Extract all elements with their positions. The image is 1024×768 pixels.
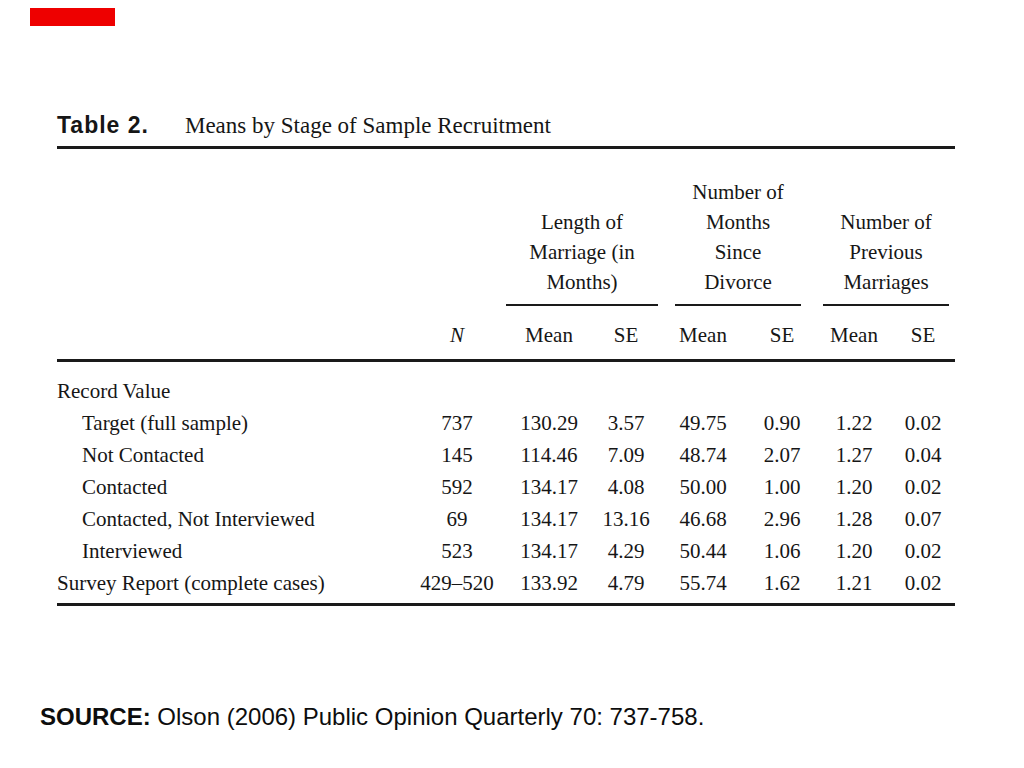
table-row-record-value: Record Value	[57, 361, 955, 408]
column-header-mean-1: Mean	[505, 307, 593, 361]
cell-n: 429–520	[409, 567, 505, 605]
row-label: Not Contacted	[57, 439, 409, 471]
cell-mean-2: 48.74	[659, 439, 747, 471]
group-header-row: Length of Marriage (in Months) Number of…	[57, 149, 955, 307]
column-header-se-1: SE	[593, 307, 659, 361]
column-header-n: N	[409, 307, 505, 361]
cell-mean-1: 134.17	[505, 535, 593, 567]
table-row-contacted: Contacted 592 134.17 4.08 50.00 1.00 1.2…	[57, 471, 955, 503]
group-header-months-since-divorce-label: Number of Months Since Divorce	[675, 177, 801, 306]
table-row-target-full-sample: Target (full sample) 737 130.29 3.57 49.…	[57, 407, 955, 439]
cell-mean-3: 1.28	[817, 503, 891, 535]
group-header-previous-marriages: Number of Previous Marriages	[817, 149, 955, 307]
cell-se-1: 7.09	[593, 439, 659, 471]
cell-se-3: 0.02	[891, 407, 955, 439]
cell-se-2: 1.62	[747, 567, 817, 605]
source-citation: SOURCE: Olson (2006) Public Opinion Quar…	[40, 703, 704, 731]
cell-mean-2: 50.00	[659, 471, 747, 503]
cell-se-1: 4.08	[593, 471, 659, 503]
cell-se-3: 0.02	[891, 535, 955, 567]
cell-se-1: 13.16	[593, 503, 659, 535]
cell-mean-2: 49.75	[659, 407, 747, 439]
group-header-length-of-marriage: Length of Marriage (in Months)	[505, 149, 659, 307]
row-label: Survey Report (complete cases)	[57, 567, 409, 605]
cell-se-2: 1.06	[747, 535, 817, 567]
column-header-spacer	[57, 307, 409, 361]
group-header-months-since-divorce: Number of Months Since Divorce	[659, 149, 817, 307]
group-header-length-of-marriage-label: Length of Marriage (in Months)	[506, 207, 658, 306]
slide: Table 2. Means by Stage of Sample Recrui…	[0, 0, 1024, 768]
cell-se-2: 0.90	[747, 407, 817, 439]
source-label: SOURCE:	[40, 703, 151, 730]
column-header-se-2: SE	[747, 307, 817, 361]
cell-mean-3: 1.20	[817, 471, 891, 503]
accent-bar	[30, 8, 115, 26]
cell-mean-3: 1.21	[817, 567, 891, 605]
column-header-row: N Mean SE Mean SE Mean SE	[57, 307, 955, 361]
row-label: Interviewed	[57, 535, 409, 567]
cell-mean-2: 50.44	[659, 535, 747, 567]
cell-se-1: 4.29	[593, 535, 659, 567]
cell-mean-1: 133.92	[505, 567, 593, 605]
stats-table: Length of Marriage (in Months) Number of…	[57, 149, 955, 606]
column-header-mean-2: Mean	[659, 307, 747, 361]
cell-n: 523	[409, 535, 505, 567]
cell-mean-1: 114.46	[505, 439, 593, 471]
cell-n: 69	[409, 503, 505, 535]
row-label: Contacted, Not Interviewed	[57, 503, 409, 535]
group-header-previous-marriages-label: Number of Previous Marriages	[823, 207, 949, 306]
row-label: Contacted	[57, 471, 409, 503]
row-label: Record Value	[57, 361, 955, 408]
cell-mean-1: 134.17	[505, 471, 593, 503]
table-row-not-contacted: Not Contacted 145 114.46 7.09 48.74 2.07…	[57, 439, 955, 471]
cell-se-1: 3.57	[593, 407, 659, 439]
cell-n: 145	[409, 439, 505, 471]
cell-se-3: 0.02	[891, 567, 955, 605]
row-label: Target (full sample)	[57, 407, 409, 439]
table-caption: Table 2. Means by Stage of Sample Recrui…	[57, 112, 955, 149]
cell-mean-3: 1.27	[817, 439, 891, 471]
cell-se-3: 0.02	[891, 471, 955, 503]
column-header-mean-3: Mean	[817, 307, 891, 361]
cell-n: 737	[409, 407, 505, 439]
cell-se-1: 4.79	[593, 567, 659, 605]
cell-mean-1: 134.17	[505, 503, 593, 535]
table-row-interviewed: Interviewed 523 134.17 4.29 50.44 1.06 1…	[57, 535, 955, 567]
table-caption-number: Table 2.	[57, 112, 149, 139]
cell-se-3: 0.04	[891, 439, 955, 471]
cell-mean-2: 55.74	[659, 567, 747, 605]
cell-se-2: 2.96	[747, 503, 817, 535]
cell-mean-3: 1.22	[817, 407, 891, 439]
table-row-contacted-not-interviewed: Contacted, Not Interviewed 69 134.17 13.…	[57, 503, 955, 535]
source-text: Olson (2006) Public Opinion Quarterly 70…	[151, 703, 705, 730]
group-header-spacer	[57, 149, 505, 307]
cell-mean-2: 46.68	[659, 503, 747, 535]
cell-mean-1: 130.29	[505, 407, 593, 439]
table-row-survey-report: Survey Report (complete cases) 429–520 1…	[57, 567, 955, 605]
column-header-se-3: SE	[891, 307, 955, 361]
cell-n: 592	[409, 471, 505, 503]
cell-se-2: 1.00	[747, 471, 817, 503]
table-figure: Table 2. Means by Stage of Sample Recrui…	[57, 112, 955, 606]
cell-se-3: 0.07	[891, 503, 955, 535]
table-caption-title: Means by Stage of Sample Recruitment	[185, 113, 551, 139]
cell-mean-3: 1.20	[817, 535, 891, 567]
cell-se-2: 2.07	[747, 439, 817, 471]
